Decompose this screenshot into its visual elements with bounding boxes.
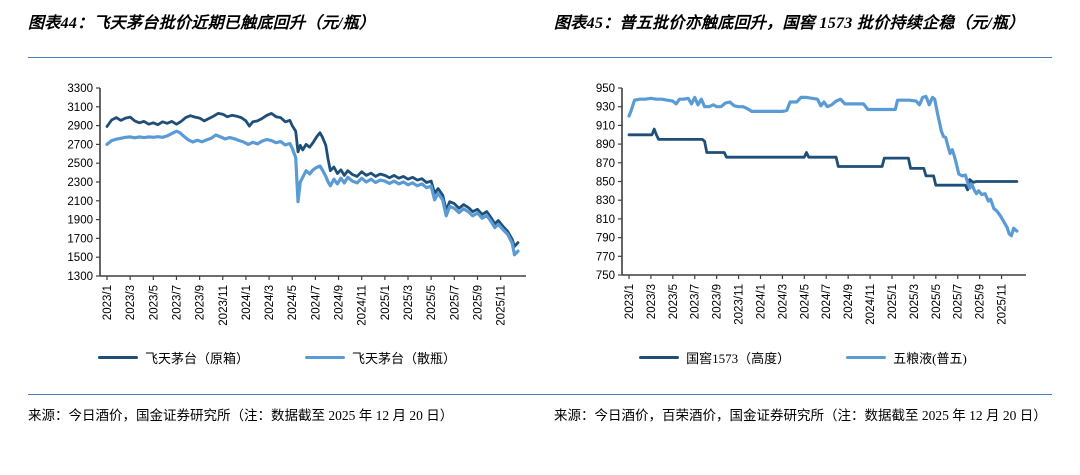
x-axis-tick-label: 2023/9 bbox=[712, 284, 724, 319]
x-axis-tick-label: 2024/7 bbox=[310, 285, 322, 320]
x-axis-tick-label: 2024/9 bbox=[843, 284, 855, 319]
x-axis-tick-label: 2024/3 bbox=[777, 284, 789, 319]
y-axis-tick-label: 950 bbox=[596, 83, 615, 95]
maotai-price-line-chart: 1300 1500 1700 1900 2100 2300 2500 2700 2900 3100… bbox=[67, 83, 526, 326]
maotai-chart-legend: 飞天茅台（原箱） 飞天茅台（散瓶） bbox=[28, 348, 526, 367]
x-axis-tick-label: 2024/7 bbox=[821, 284, 833, 319]
wuliangye-guojiao-chart-legend: 国窖1573（高度） 五粮液(普五) bbox=[554, 348, 1052, 367]
x-axis-tick-label: 2025/11 bbox=[496, 285, 508, 326]
x-axis-tick-label: 2024/1 bbox=[241, 285, 253, 320]
figure45-source-note: 来源：今日酒价，百荣酒价，国金证券研究所（注：数据截至 2025 年 12 月 … bbox=[554, 408, 1047, 423]
x-axis-tick-label: 2025/7 bbox=[449, 285, 461, 320]
legend-line-swatch bbox=[639, 355, 680, 360]
x-axis-tick-label: 2024/11 bbox=[357, 285, 369, 326]
y-axis-tick-label: 2900 bbox=[67, 121, 93, 133]
x-axis-tick-label: 2024/5 bbox=[287, 285, 299, 320]
y-axis-tick-label: 750 bbox=[596, 270, 615, 282]
x-axis-tick-label: 2025/1 bbox=[380, 285, 392, 320]
x-axis-tick-label: 2024/3 bbox=[264, 285, 276, 320]
y-axis-tick-label: 1500 bbox=[67, 252, 93, 264]
legend-item: 五粮液(普五) bbox=[846, 348, 967, 367]
x-axis-tick-label: 2023/1 bbox=[102, 285, 114, 320]
legend-item: 国窖1573（高度） bbox=[639, 348, 790, 367]
wuliangye-guojiao-price-line-chart: 750 770 790 810 830 850 870 890 910 930 950 2023/1 2… bbox=[596, 83, 1026, 325]
x-axis-tick-label: 2025/7 bbox=[953, 284, 965, 319]
sources-row: 来源：今日酒价，国金证券研究所（注：数据截至 2025 年 12 月 20 日）… bbox=[28, 395, 1052, 431]
x-axis-tick-label: 2023/7 bbox=[171, 285, 183, 320]
x-axis-tick-label: 2025/3 bbox=[403, 285, 415, 320]
figure44-source-note: 来源：今日酒价，国金证券研究所（注：数据截至 2025 年 12 月 20 日） bbox=[28, 408, 454, 423]
x-axis-tick-label: 2023/5 bbox=[148, 285, 160, 320]
figure-titles-row: 图表44：飞天茅台批价近期已触底回升（元/瓶） 图表45：普五批价亦触底回升，国… bbox=[28, 0, 1052, 57]
legend-label: 五粮液(普五) bbox=[893, 351, 967, 366]
wuliangye-guojiao-chart-block: 750 770 790 810 830 850 870 890 910 930 950 2023/1 2… bbox=[554, 60, 1052, 394]
legend-label: 飞天茅台（散瓶） bbox=[352, 351, 457, 366]
y-axis-tick-label: 770 bbox=[596, 251, 615, 263]
y-axis-tick-label: 1900 bbox=[67, 215, 93, 227]
x-axis-tick-label: 2023/11 bbox=[734, 284, 746, 325]
legend-line-swatch bbox=[97, 355, 138, 360]
price-series-line bbox=[627, 127, 1019, 192]
charts-row: 1300 1500 1700 1900 2100 2300 2500 2700 2900 3100… bbox=[28, 58, 1052, 394]
y-axis-tick-label: 2100 bbox=[67, 196, 93, 208]
x-axis-tick-label: 2023/11 bbox=[218, 285, 230, 326]
x-axis-tick-label: 2023/3 bbox=[125, 285, 137, 320]
y-axis-tick-label: 850 bbox=[596, 177, 615, 189]
x-axis-tick-label: 2025/5 bbox=[426, 285, 438, 320]
x-axis-tick-label: 2024/1 bbox=[755, 284, 767, 319]
x-axis-tick-label: 2025/9 bbox=[975, 284, 987, 319]
x-axis-tick-label: 2025/3 bbox=[909, 284, 921, 319]
top-divider bbox=[28, 57, 1052, 58]
price-series-line bbox=[105, 129, 520, 257]
x-axis-tick-label: 2025/9 bbox=[472, 285, 484, 320]
x-axis-tick-label: 2024/9 bbox=[334, 285, 346, 320]
x-axis-tick-label: 2025/5 bbox=[931, 284, 943, 319]
report-figures-page: 图表44：飞天茅台批价近期已触底回升（元/瓶） 图表45：普五批价亦触底回升，国… bbox=[28, 0, 1052, 431]
figure45-title: 图表45：普五批价亦触底回升，国窖 1573 批价持续企稳（元/瓶） bbox=[554, 15, 1025, 32]
legend-label: 国窖1573（高度） bbox=[686, 351, 791, 366]
maotai-chart-block: 1300 1500 1700 1900 2100 2300 2500 2700 2900 3100… bbox=[28, 60, 526, 394]
y-axis-tick-label: 2500 bbox=[67, 158, 93, 170]
y-axis-tick-label: 3100 bbox=[67, 102, 93, 114]
y-axis-tick-label: 2700 bbox=[67, 139, 93, 151]
bottom-divider bbox=[28, 394, 1052, 395]
x-axis-tick-label: 2023/1 bbox=[624, 284, 636, 319]
y-axis-tick-label: 1700 bbox=[67, 233, 93, 245]
x-axis-tick-label: 2025/1 bbox=[887, 284, 899, 319]
price-series-line bbox=[105, 112, 520, 248]
x-axis-tick-label: 2025/11 bbox=[997, 284, 1009, 325]
x-axis-tick-label: 2024/5 bbox=[799, 284, 811, 319]
price-series-line bbox=[627, 94, 1019, 238]
figure44-title: 图表44：飞天茅台批价近期已触底回升（元/瓶） bbox=[28, 15, 376, 32]
y-axis-tick-label: 3300 bbox=[67, 83, 93, 95]
y-axis-tick-label: 890 bbox=[596, 139, 615, 151]
y-axis-tick-label: 910 bbox=[596, 120, 615, 132]
x-axis-tick-label: 2023/3 bbox=[646, 284, 658, 319]
x-axis-tick-label: 2023/5 bbox=[668, 284, 680, 319]
y-axis-tick-label: 930 bbox=[596, 102, 615, 114]
y-axis-tick-label: 1300 bbox=[67, 271, 93, 283]
legend-item: 飞天茅台（原箱） bbox=[97, 348, 249, 367]
legend-item: 飞天茅台（散瓶） bbox=[305, 348, 456, 367]
y-axis-tick-label: 2300 bbox=[67, 177, 93, 189]
legend-line-swatch bbox=[305, 355, 345, 360]
legend-line-swatch bbox=[846, 355, 887, 360]
legend-label: 飞天茅台（原箱） bbox=[144, 351, 249, 366]
y-axis-tick-label: 830 bbox=[596, 195, 615, 207]
y-axis-tick-label: 870 bbox=[596, 158, 615, 170]
x-axis-tick-label: 2023/7 bbox=[690, 284, 702, 319]
y-axis-tick-label: 810 bbox=[596, 214, 615, 226]
x-axis-tick-label: 2024/11 bbox=[865, 284, 877, 325]
y-axis-tick-label: 790 bbox=[596, 233, 615, 245]
x-axis-tick-label: 2023/9 bbox=[195, 285, 207, 320]
